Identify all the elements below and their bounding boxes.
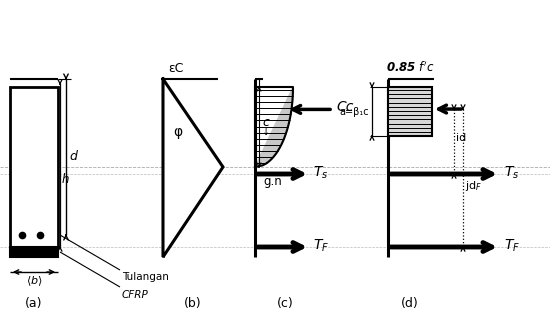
Text: (d): (d) (401, 297, 419, 310)
Text: φ: φ (173, 125, 182, 139)
Text: a=β₁c: a=β₁c (339, 107, 369, 117)
Bar (388, 87, 432, 136)
Text: $T_F$: $T_F$ (504, 238, 520, 254)
Text: Tulangan: Tulangan (122, 272, 169, 282)
Text: jd$_F$: jd$_F$ (465, 179, 482, 193)
Polygon shape (255, 87, 293, 167)
Text: $T_s$: $T_s$ (504, 165, 519, 181)
Text: (a): (a) (25, 297, 43, 310)
Text: 0.85 $f'c$: 0.85 $f'c$ (386, 61, 434, 75)
Text: Cc: Cc (336, 100, 353, 114)
Text: h: h (62, 173, 69, 185)
Text: $T_s$: $T_s$ (313, 165, 328, 181)
Text: (b): (b) (184, 297, 202, 310)
Text: d: d (69, 149, 77, 163)
Text: CFRP: CFRP (122, 290, 149, 300)
Bar (10, 87, 58, 247)
Text: id: id (456, 133, 466, 143)
Text: ↓: ↓ (262, 127, 270, 137)
Text: (c): (c) (277, 297, 293, 310)
Text: $T_F$: $T_F$ (313, 238, 329, 254)
Text: g.n: g.n (263, 175, 282, 187)
Text: $\langle b \rangle$: $\langle b \rangle$ (26, 274, 42, 288)
Text: εC: εC (168, 62, 183, 75)
Polygon shape (163, 79, 223, 257)
Text: c: c (262, 116, 269, 128)
Bar (10, 247, 58, 257)
